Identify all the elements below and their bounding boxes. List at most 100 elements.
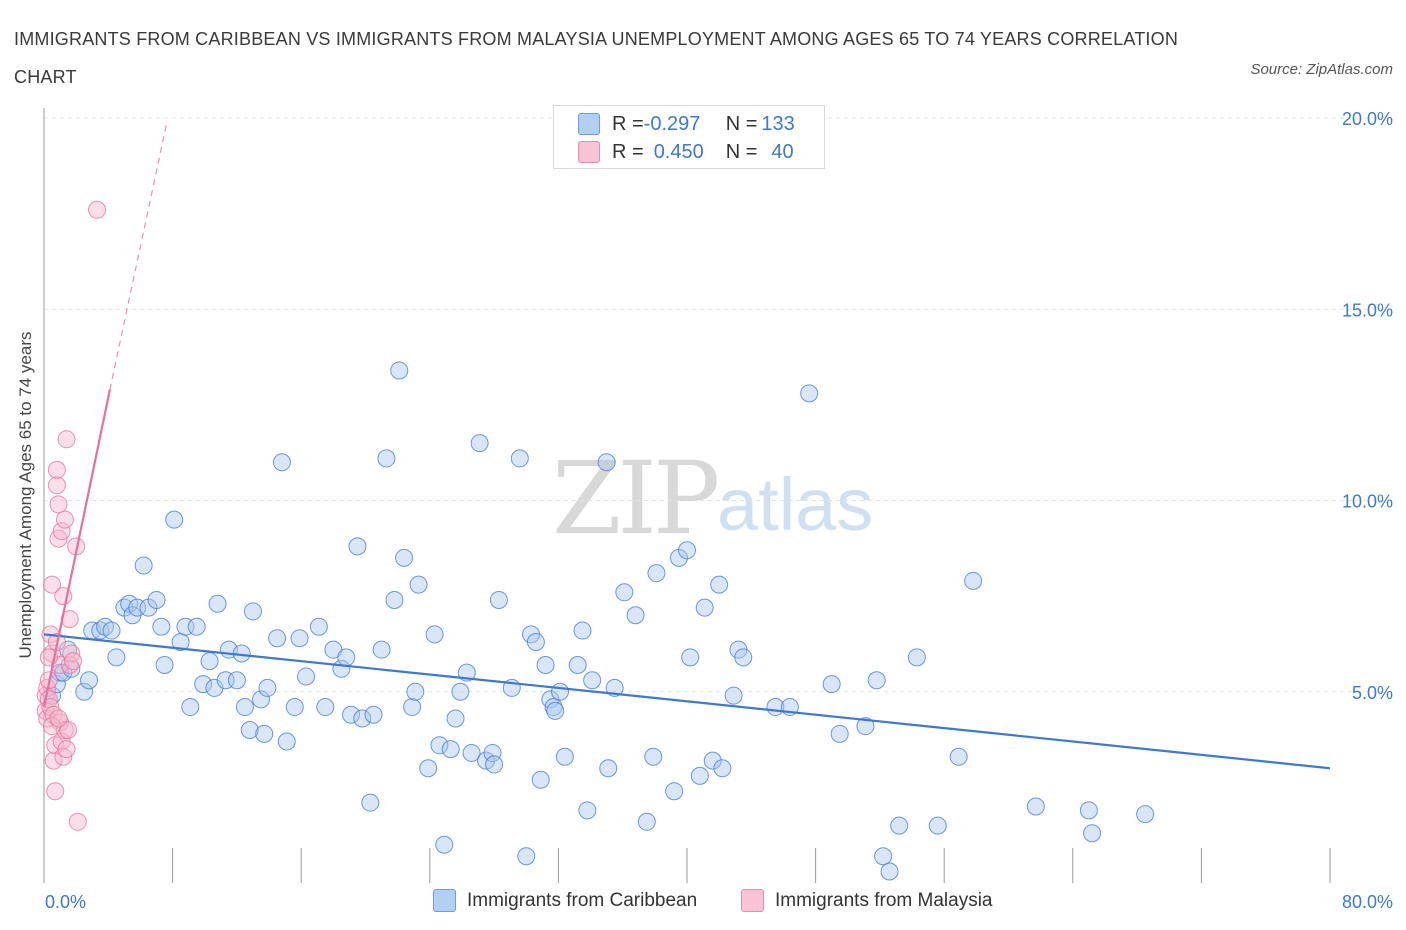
caribbean-point bbox=[822, 675, 841, 694]
caribbean-point bbox=[290, 629, 309, 648]
caribbean-point bbox=[573, 621, 592, 640]
caribbean-point bbox=[377, 449, 396, 468]
bottom-legend-caribbean: Immigrants from Caribbean bbox=[433, 889, 697, 912]
malaysia-point bbox=[57, 430, 76, 449]
caribbean-point bbox=[928, 816, 947, 835]
malaysia-point bbox=[62, 644, 81, 663]
caribbean-point bbox=[880, 862, 899, 881]
caribbean-point bbox=[395, 548, 414, 567]
caribbean-point bbox=[451, 682, 470, 701]
malaysia-point bbox=[43, 575, 62, 594]
x-tick-label: 80.0% bbox=[1342, 892, 1393, 912]
caribbean-point bbox=[949, 747, 968, 766]
caribbean-point bbox=[441, 740, 460, 759]
caribbean-point bbox=[147, 590, 166, 609]
caribbean-point bbox=[546, 701, 565, 720]
malaysia-point bbox=[55, 510, 74, 529]
caribbean-point bbox=[1136, 805, 1155, 824]
caribbean-point bbox=[277, 732, 296, 751]
caribbean-point bbox=[599, 759, 618, 778]
caribbean-swatch bbox=[578, 113, 600, 135]
caribbean-point bbox=[710, 575, 729, 594]
caribbean-point bbox=[252, 690, 271, 709]
caribbean-point bbox=[856, 717, 875, 736]
caribbean-point bbox=[353, 709, 372, 728]
caribbean-point bbox=[361, 793, 380, 812]
caribbean-point bbox=[734, 648, 753, 667]
caribbean-point bbox=[102, 621, 121, 640]
y-tick-label: 10.0% bbox=[1342, 492, 1393, 512]
caribbean-point bbox=[510, 449, 529, 468]
caribbean-swatch bbox=[433, 889, 456, 912]
caribbean-point bbox=[483, 743, 502, 762]
malaysia-point bbox=[88, 200, 107, 219]
caribbean-point bbox=[285, 698, 304, 717]
y-tick-label: 20.0% bbox=[1342, 109, 1393, 129]
caribbean-point bbox=[390, 361, 409, 380]
bottom-legend-malaysia: Immigrants from Malaysia bbox=[741, 889, 993, 912]
caribbean-point bbox=[75, 682, 94, 701]
caribbean-point bbox=[644, 747, 663, 766]
caribbean-point bbox=[462, 743, 481, 762]
caribbean-point bbox=[419, 759, 438, 778]
caribbean-point bbox=[907, 648, 926, 667]
caribbean-point bbox=[578, 801, 597, 820]
malaysia-point bbox=[47, 476, 66, 495]
caribbean-point bbox=[1083, 824, 1102, 843]
malaysia-point bbox=[68, 812, 87, 831]
legend-row-caribbean: R = -0.297 N = 133 bbox=[578, 111, 795, 137]
caribbean-point bbox=[551, 682, 570, 701]
caribbean-point bbox=[430, 736, 449, 755]
malaysia-point bbox=[47, 460, 66, 479]
caribbean-point bbox=[364, 705, 383, 724]
malaysia-point bbox=[52, 522, 71, 541]
caribbean-point bbox=[890, 816, 909, 835]
r-label: R = bbox=[612, 112, 644, 135]
watermark-zip: ZIP bbox=[552, 440, 720, 557]
y-tick-label: 15.0% bbox=[1342, 300, 1393, 320]
caribbean-point bbox=[316, 698, 335, 717]
malaysia-point bbox=[63, 652, 82, 671]
caribbean-point bbox=[485, 755, 504, 774]
caribbean-point bbox=[517, 847, 536, 866]
caribbean-point bbox=[568, 655, 587, 674]
malaysia-swatch bbox=[741, 889, 764, 912]
caribbean-point bbox=[637, 812, 656, 831]
caribbean-point bbox=[240, 721, 259, 739]
caribbean-point bbox=[187, 617, 206, 636]
n-value: 133 bbox=[761, 112, 795, 135]
caribbean-point bbox=[1026, 797, 1045, 816]
caribbean-point bbox=[194, 675, 213, 694]
caribbean-point bbox=[200, 652, 219, 671]
caribbean-point bbox=[309, 617, 328, 636]
caribbean-point bbox=[690, 766, 709, 785]
malaysia-point bbox=[43, 717, 62, 736]
y-tick-label: 5.0% bbox=[1352, 683, 1393, 703]
watermark-atlas: atlas bbox=[717, 463, 874, 546]
caribbean-point bbox=[874, 847, 893, 866]
source-label: Source: ZipAtlas.com bbox=[1250, 61, 1393, 78]
malaysia-label: Immigrants from Malaysia bbox=[775, 889, 993, 911]
caribbean-point bbox=[255, 724, 274, 743]
caribbean-point bbox=[297, 667, 316, 686]
caribbean-point bbox=[665, 782, 684, 801]
caribbean-point bbox=[626, 606, 645, 625]
caribbean-point bbox=[695, 598, 714, 617]
malaysia-point bbox=[46, 782, 65, 801]
chart-title: IMMIGRANTS FROM CARIBBEAN VS IMMIGRANTS … bbox=[14, 29, 1179, 87]
caribbean-trend-line bbox=[43, 633, 1331, 770]
caribbean-label: Immigrants from Caribbean bbox=[467, 889, 698, 911]
caribbean-point bbox=[446, 709, 465, 728]
r-value: 0.450 bbox=[653, 140, 704, 163]
caribbean-point bbox=[867, 671, 886, 690]
caribbean-point bbox=[337, 648, 356, 667]
caribbean-point bbox=[703, 751, 722, 770]
caribbean-point bbox=[678, 541, 696, 560]
caribbean-point bbox=[555, 747, 574, 766]
malaysia-swatch bbox=[578, 141, 600, 163]
caribbean-point bbox=[425, 625, 444, 644]
caribbean-point bbox=[800, 384, 819, 403]
caribbean-point bbox=[107, 648, 126, 667]
caribbean-point bbox=[435, 835, 454, 854]
